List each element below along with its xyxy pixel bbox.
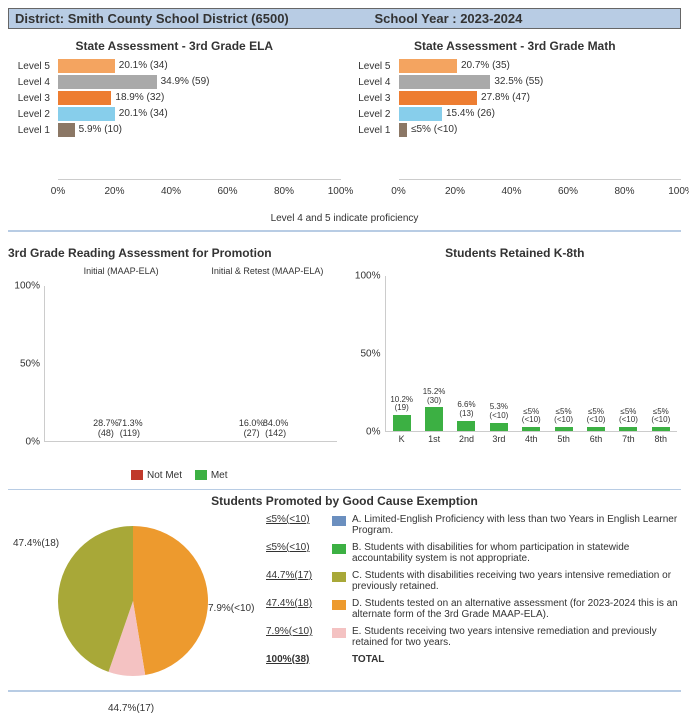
swatch-icon [332,516,346,526]
bar-value: 18.9% (32) [111,91,164,105]
math-panel: State Assessment - 3rd Grade Math Level … [349,29,682,211]
bar-label: Level 3 [349,93,395,104]
pie-label-D: 47.4%(18) [13,538,59,549]
bar-value: 20.1% (34) [115,59,168,73]
retained-bar: ≤5%(<10) [522,427,540,431]
bar-fill [399,91,478,105]
math-title: State Assessment - 3rd Grade Math [349,39,682,53]
retained-bar: ≤5%(<10) [619,427,637,431]
promotion-chart: 28.7%(48)71.3%(119)16.0%(27)84.0%(142) 0… [8,276,341,466]
legend-label-notmet: Not Met [147,470,182,481]
bar-fill [58,123,75,137]
bar-value: 20.7% (35) [457,59,510,73]
retained-bar: 5.3%(<10) [490,423,508,431]
pie-chart [48,516,218,686]
bar-fill [399,59,457,73]
promotion-legend: Not Met Met [8,470,341,481]
bar-fill [58,91,111,105]
retained-title: Students Retained K-8th [349,246,682,260]
bar-label: Level 5 [8,61,54,72]
bar-label: Level 2 [349,109,395,120]
bar-fill [58,75,157,89]
legend-swatch-notmet [131,470,143,480]
exemption-row: 44.7%(17)C. Students with disabilities r… [266,570,681,592]
ela-chart: Level 5 20.1% (34) Level 4 34.9% (59) Level … [8,59,341,179]
ela-panel: State Assessment - 3rd Grade ELA Level 5… [8,29,341,211]
exemption-row: 7.9%(<10)E. Students receiving two years… [266,626,681,648]
bar-value: 20.1% (34) [115,107,168,121]
promotion-cat-1: Initial & Retest (MAAP-ELA) [194,266,340,276]
bar-value: 32.5% (55) [490,75,543,89]
legend-label-met: Met [211,470,228,481]
district-label: District: Smith County School District (… [15,11,374,26]
legend-swatch-met [195,470,207,480]
retained-bar: ≤5%(<10) [555,427,573,431]
bar-value: 34.9% (59) [157,75,210,89]
pie-label-E: 7.9%(<10) [208,603,254,614]
bar-label: Level 5 [349,61,395,72]
math-axis: 0%20%40%60%80%100% [399,179,682,207]
bar-label: Level 1 [349,125,395,136]
year-label: School Year : 2023-2024 [374,11,674,26]
ela-title: State Assessment - 3rd Grade ELA [8,39,341,53]
bar-label: Level 2 [8,109,54,120]
exemption-row: 47.4%(18)D. Students tested on an altern… [266,598,681,620]
retained-panel: Students Retained K-8th 10.2%(19)K15.2%(… [349,236,682,485]
bar-value: 27.8% (47) [477,91,530,105]
exemption-row: 100%(38)TOTAL [266,654,681,666]
pie-label-C: 44.7%(17) [108,703,154,714]
bar-value: 15.4% (26) [442,107,495,121]
retained-bar: ≤5%(<10) [652,427,670,431]
swatch-icon [332,572,346,582]
bar-fill [399,107,443,121]
exemption-row: ≤5%(<10)B. Students with disabilities fo… [266,542,681,564]
bar-fill [399,123,407,137]
promotion-title: 3rd Grade Reading Assessment for Promoti… [8,246,341,260]
pie-box: 47.4%(18)7.9%(<10)44.7%(17) [8,508,258,686]
retained-bar: ≤5%(<10) [587,427,605,431]
swatch-icon [332,628,346,638]
header-bar: District: Smith County School District (… [8,8,681,29]
pie-slice-D [133,526,208,675]
bar-label: Level 4 [8,77,54,88]
swatch-icon [332,544,346,554]
promotion-panel: 3rd Grade Reading Assessment for Promoti… [8,236,341,485]
bar-label: Level 4 [349,77,395,88]
exemption-legend: ≤5%(<10)A. Limited-English Proficiency w… [266,508,681,686]
bar-fill [399,75,491,89]
promotion-cat-0: Initial (MAAP-ELA) [48,266,194,276]
bar-fill [58,107,115,121]
retained-bar: 6.6%(13) [457,421,475,431]
retained-bar: 15.2%(30) [425,407,443,431]
bar-value: ≤5% (<10) [407,123,457,137]
bar-label: Level 1 [8,125,54,136]
ela-axis: 0%20%40%60%80%100% [58,179,341,207]
swatch-icon [332,600,346,610]
retained-bar: 10.2%(19) [393,415,411,431]
math-chart: Level 5 20.7% (35) Level 4 32.5% (55) Level … [349,59,682,179]
proficiency-note: Level 4 and 5 indicate proficiency [8,213,681,224]
bar-label: Level 3 [8,93,54,104]
exemption-row: ≤5%(<10)A. Limited-English Proficiency w… [266,514,681,536]
retained-chart: 10.2%(19)K15.2%(30)1st6.6%(13)2nd5.3%(<1… [349,266,682,456]
divider [8,230,681,232]
bar-value: 5.9% (10) [75,123,122,137]
pie-title: Students Promoted by Good Cause Exemptio… [8,494,681,508]
bar-fill [58,59,115,73]
